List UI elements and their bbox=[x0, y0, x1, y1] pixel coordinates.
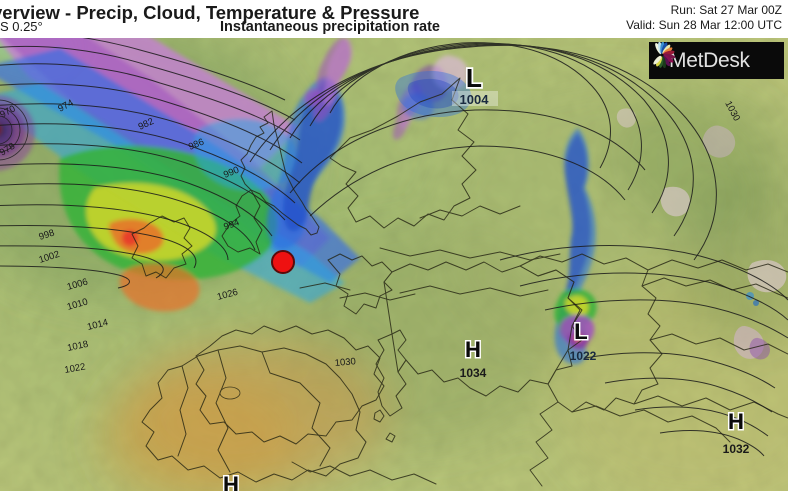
svg-text:1030: 1030 bbox=[334, 356, 356, 369]
svg-text:L: L bbox=[466, 63, 482, 93]
svg-text:H: H bbox=[465, 337, 481, 362]
svg-text:1004: 1004 bbox=[460, 92, 490, 107]
svg-text:1034: 1034 bbox=[460, 366, 487, 380]
svg-text:H: H bbox=[728, 409, 744, 434]
svg-text:1022: 1022 bbox=[570, 349, 597, 363]
svg-text:H: H bbox=[223, 472, 239, 491]
svg-text:1032: 1032 bbox=[723, 442, 750, 456]
svg-text:L: L bbox=[574, 319, 587, 344]
